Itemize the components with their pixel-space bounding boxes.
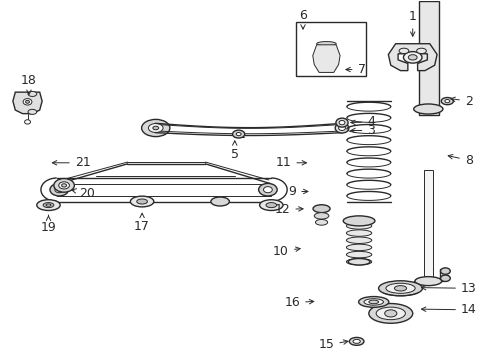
Text: 20: 20	[72, 187, 95, 200]
Ellipse shape	[346, 230, 371, 236]
Text: 13: 13	[421, 282, 476, 295]
Ellipse shape	[346, 223, 371, 229]
Text: 12: 12	[274, 203, 303, 216]
Ellipse shape	[315, 220, 327, 225]
Ellipse shape	[263, 186, 272, 193]
Ellipse shape	[407, 55, 416, 60]
Text: 16: 16	[284, 296, 313, 309]
Ellipse shape	[59, 182, 69, 189]
Ellipse shape	[346, 251, 371, 258]
Text: 19: 19	[41, 215, 56, 234]
Ellipse shape	[28, 91, 37, 96]
Ellipse shape	[210, 197, 229, 206]
Text: 5: 5	[230, 141, 238, 161]
Ellipse shape	[37, 200, 60, 211]
Ellipse shape	[55, 186, 63, 193]
Text: 4: 4	[350, 116, 374, 129]
Ellipse shape	[334, 123, 348, 133]
Text: 10: 10	[273, 244, 300, 257]
Ellipse shape	[444, 99, 449, 103]
Ellipse shape	[347, 258, 369, 265]
Ellipse shape	[258, 183, 277, 196]
Ellipse shape	[259, 200, 283, 211]
Ellipse shape	[28, 109, 37, 114]
Polygon shape	[312, 45, 339, 72]
Ellipse shape	[346, 258, 371, 265]
Ellipse shape	[61, 184, 66, 187]
Bar	[295, 22, 366, 76]
Ellipse shape	[375, 307, 405, 320]
Ellipse shape	[416, 48, 426, 54]
Text: 17: 17	[134, 213, 150, 233]
Text: 1: 1	[408, 10, 416, 36]
Ellipse shape	[403, 51, 421, 63]
Text: 2: 2	[450, 95, 472, 108]
Ellipse shape	[335, 118, 347, 127]
Ellipse shape	[398, 48, 408, 54]
Ellipse shape	[348, 337, 363, 345]
Ellipse shape	[368, 300, 378, 304]
Ellipse shape	[343, 216, 374, 226]
Ellipse shape	[314, 213, 328, 219]
Ellipse shape	[312, 205, 329, 213]
Text: 14: 14	[421, 303, 476, 316]
Polygon shape	[13, 92, 42, 114]
Ellipse shape	[352, 339, 360, 343]
Ellipse shape	[368, 303, 412, 323]
Ellipse shape	[153, 126, 158, 130]
Ellipse shape	[346, 237, 371, 243]
Text: 15: 15	[318, 338, 347, 351]
Ellipse shape	[358, 297, 388, 307]
Ellipse shape	[440, 268, 449, 274]
Ellipse shape	[142, 120, 169, 136]
Ellipse shape	[232, 130, 244, 138]
Text: 6: 6	[299, 9, 306, 29]
Text: 8: 8	[447, 154, 472, 167]
Ellipse shape	[338, 121, 344, 125]
Text: 7: 7	[345, 63, 365, 76]
Ellipse shape	[46, 204, 51, 206]
Ellipse shape	[50, 183, 68, 196]
Ellipse shape	[440, 275, 449, 282]
Ellipse shape	[43, 203, 54, 208]
Polygon shape	[387, 44, 436, 71]
Ellipse shape	[363, 299, 383, 305]
Ellipse shape	[236, 132, 241, 136]
Ellipse shape	[378, 281, 422, 296]
Ellipse shape	[54, 179, 74, 192]
Text: 18: 18	[21, 74, 37, 94]
Ellipse shape	[384, 310, 396, 317]
Text: 11: 11	[275, 156, 306, 169]
Ellipse shape	[137, 199, 147, 204]
Bar	[418, 1, 438, 116]
Text: 21: 21	[52, 156, 90, 169]
Ellipse shape	[25, 100, 29, 103]
Ellipse shape	[414, 276, 441, 285]
Ellipse shape	[385, 283, 414, 293]
Ellipse shape	[394, 285, 406, 291]
Ellipse shape	[316, 41, 335, 46]
Ellipse shape	[148, 123, 163, 132]
Ellipse shape	[338, 126, 345, 131]
Bar	[423, 170, 432, 285]
Ellipse shape	[130, 196, 154, 207]
Ellipse shape	[413, 104, 442, 114]
Ellipse shape	[265, 203, 276, 208]
Ellipse shape	[23, 99, 32, 105]
Ellipse shape	[346, 244, 371, 251]
Ellipse shape	[440, 98, 452, 105]
Text: 3: 3	[350, 124, 374, 137]
Ellipse shape	[24, 120, 30, 124]
Text: 9: 9	[288, 185, 307, 198]
